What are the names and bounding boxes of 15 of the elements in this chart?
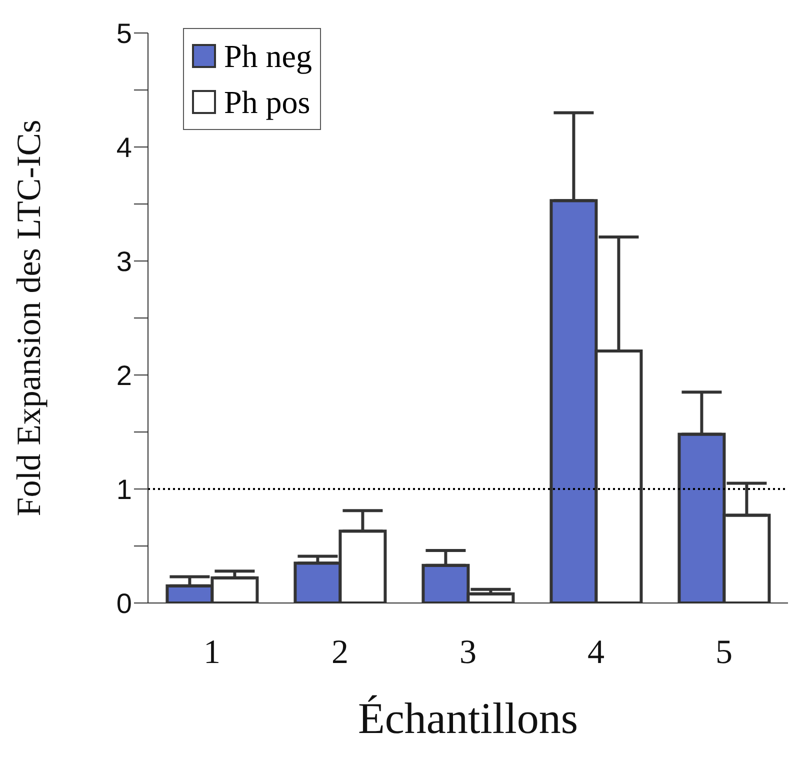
y-axis-title: Fold Expansion des LTC-ICs bbox=[11, 120, 48, 516]
x-tick-label: 1 bbox=[204, 634, 220, 672]
legend-label: Ph pos bbox=[224, 83, 310, 122]
y-tick-label: 2 bbox=[116, 360, 132, 391]
x-tick-label: 4 bbox=[588, 634, 604, 672]
y-tick-label: 3 bbox=[116, 246, 132, 277]
y-tick-label: 5 bbox=[116, 18, 132, 49]
x-tick-label: 5 bbox=[716, 634, 732, 672]
y-tick-label: 0 bbox=[116, 588, 132, 619]
y-tick-label: 1 bbox=[116, 474, 132, 505]
y-tick-label: 4 bbox=[116, 132, 132, 163]
x-axis-title: Échantillons bbox=[358, 694, 578, 743]
x-tick-label: 2 bbox=[332, 634, 348, 672]
legend-label: Ph neg bbox=[224, 37, 312, 76]
x-tick-label: 3 bbox=[460, 634, 476, 672]
